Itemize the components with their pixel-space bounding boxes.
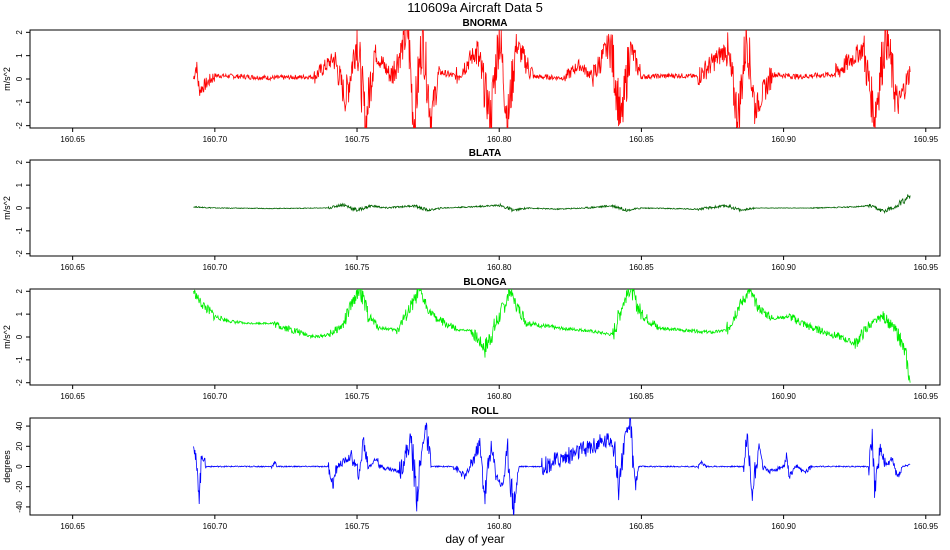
y-tick-label: 1 bbox=[15, 53, 24, 58]
y-tick-label: 1 bbox=[15, 311, 24, 316]
panel-title: BLONGA bbox=[463, 277, 506, 288]
x-tick-label: 160.75 bbox=[345, 263, 370, 272]
y-tick-label: 0 bbox=[15, 205, 24, 210]
y-tick-label: -40 bbox=[15, 501, 24, 513]
y-axis-label: m/s^2 bbox=[2, 325, 12, 349]
y-tick-label: 20 bbox=[15, 441, 24, 450]
series-line bbox=[193, 418, 911, 515]
y-tick-label: 0 bbox=[15, 334, 24, 339]
x-tick-label: 160.70 bbox=[203, 263, 228, 272]
y-tick-label: -2 bbox=[15, 122, 24, 130]
x-tick-label: 160.80 bbox=[487, 263, 512, 272]
y-tick-label: 0 bbox=[15, 76, 24, 81]
x-tick-label: 160.70 bbox=[203, 135, 228, 144]
y-tick-label: -2 bbox=[15, 250, 24, 258]
x-tick-label: 160.65 bbox=[60, 392, 85, 401]
panel-title: BLATA bbox=[469, 148, 501, 159]
x-tick-label: 160.65 bbox=[60, 135, 85, 144]
x-tick-label: 160.85 bbox=[629, 392, 654, 401]
x-tick-label: 160.90 bbox=[771, 263, 796, 272]
x-tick-label: 160.90 bbox=[771, 522, 796, 531]
x-tick-label: 160.80 bbox=[487, 392, 512, 401]
y-tick-label: -2 bbox=[15, 379, 24, 387]
x-tick-label: 160.75 bbox=[345, 392, 370, 401]
panel-title: ROLL bbox=[471, 406, 498, 417]
x-tick-label: 160.95 bbox=[914, 522, 939, 531]
y-tick-label: -1 bbox=[15, 98, 24, 106]
panel-bnorma: BNORMA -2 -1 0 1 2 m/s^2 160.65 160.70 160.75 160.… bbox=[2, 18, 941, 144]
panel-title: BNORMA bbox=[463, 18, 508, 29]
x-tick-label: 160.95 bbox=[914, 263, 939, 272]
x-tick-label: 160.75 bbox=[345, 522, 370, 531]
y-tick-label: 40 bbox=[15, 421, 24, 430]
panel-blonga: BLONGA -2 -1 0 1 2 m/s^2 160.65 160.70 160.75 160.… bbox=[2, 277, 941, 401]
y-tick-label: 2 bbox=[15, 289, 24, 294]
series-line bbox=[193, 289, 911, 383]
x-tick-label: 160.95 bbox=[914, 135, 939, 144]
y-tick-label: 1 bbox=[15, 182, 24, 187]
x-tick-label: 160.70 bbox=[203, 522, 228, 531]
plot-frame bbox=[29, 288, 941, 386]
y-tick-label: 2 bbox=[15, 30, 24, 35]
x-tick-label: 160.85 bbox=[629, 522, 654, 531]
series-line bbox=[193, 194, 911, 214]
y-axis-label: m/s^2 bbox=[2, 67, 12, 91]
y-tick-label: -1 bbox=[15, 227, 24, 235]
panels: BNORMA -2 -1 0 1 2 m/s^2 160.65 160.70 160.75 160.… bbox=[2, 18, 941, 531]
y-axis-label: degrees bbox=[2, 450, 12, 483]
x-tick-label: 160.75 bbox=[345, 135, 370, 144]
x-tick-label: 160.85 bbox=[629, 135, 654, 144]
x-tick-label: 160.90 bbox=[771, 135, 796, 144]
series-line bbox=[193, 30, 911, 128]
x-tick-label: 160.65 bbox=[60, 263, 85, 272]
panel-blata: BLATA -2 -1 0 1 2 m/s^2 160.65 160.70 160.75 160.8… bbox=[2, 148, 941, 272]
y-tick-label: -20 bbox=[15, 480, 24, 492]
panel-roll: ROLL -40 -20 0 20 40 degrees 160.65 160.70 160.75… bbox=[2, 406, 941, 531]
y-tick-label: 0 bbox=[15, 464, 24, 469]
x-tick-label: 160.85 bbox=[629, 263, 654, 272]
y-tick-label: -1 bbox=[15, 356, 24, 364]
x-axis-label: day of year bbox=[445, 532, 504, 546]
x-tick-label: 160.80 bbox=[487, 522, 512, 531]
y-axis-label: m/s^2 bbox=[2, 196, 12, 220]
x-tick-label: 160.70 bbox=[203, 392, 228, 401]
x-tick-label: 160.90 bbox=[771, 392, 796, 401]
x-tick-label: 160.65 bbox=[60, 522, 85, 531]
x-tick-label: 160.80 bbox=[487, 135, 512, 144]
x-tick-label: 160.95 bbox=[914, 392, 939, 401]
y-tick-label: 2 bbox=[15, 160, 24, 165]
figure-title: 110609a Aircraft Data 5 bbox=[407, 0, 543, 15]
